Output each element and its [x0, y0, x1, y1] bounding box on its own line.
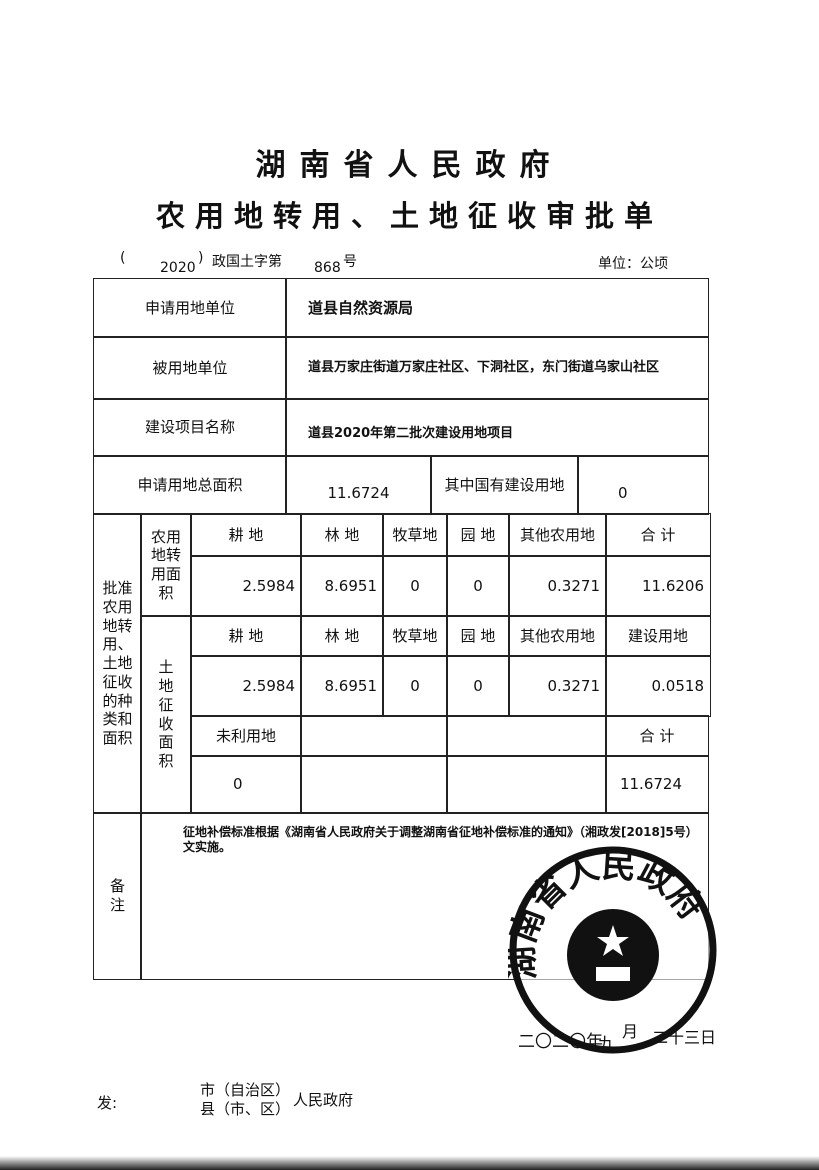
- expropriation-header-cell: 建设用地: [605, 615, 711, 657]
- expropriation-header-cell: 耕 地: [190, 615, 302, 657]
- official-seal: 湖南省人民政府: [508, 845, 717, 1054]
- expropriation-value-cell: 0: [446, 655, 510, 717]
- close-paren: ): [198, 250, 204, 266]
- empty-cell: [300, 755, 448, 814]
- date-month-num: 九: [598, 1035, 615, 1055]
- expropriation-header-cell: 园 地: [446, 615, 510, 657]
- applicant-label: 申请用地单位: [93, 278, 287, 338]
- doc-number-value: 868: [314, 260, 341, 276]
- remarks-label: 备 注: [93, 812, 142, 980]
- remarks-text: 征地补偿标准根据《湖南省人民政府关于调整湖南省征地补偿标准的通知》（湘政发[20…: [140, 812, 709, 980]
- conversion-value-cell: 2.5984: [190, 555, 302, 617]
- date-year: 二〇二〇年: [518, 1032, 603, 1052]
- conversion-header-cell: 林 地: [300, 513, 384, 557]
- conversion-value-cell: 11.6206: [605, 555, 711, 617]
- expropriation-header-cell: 牧草地: [382, 615, 448, 657]
- conversion-label: 农用地转用面积: [140, 513, 192, 617]
- open-paren: (: [120, 250, 126, 266]
- gate-icon: [596, 967, 630, 981]
- state-owned-value: 0: [577, 455, 709, 515]
- conversion-value-cell: 0.3271: [508, 555, 607, 617]
- total-area-label: 申请用地总面积: [93, 455, 287, 515]
- conversion-header-cell: 其他农用地: [508, 513, 607, 557]
- issue-suffix: 人民政府: [293, 1091, 354, 1109]
- project-label: 建设项目名称: [93, 398, 287, 457]
- scan-edge: [0, 1156, 819, 1170]
- date-month: 月: [622, 1022, 639, 1041]
- empty-cell: [446, 755, 607, 814]
- conversion-header-cell: 耕 地: [190, 513, 302, 557]
- title-line-1: 湖南省人民政府: [255, 148, 564, 183]
- title-line-2: 农用地转用、土地征收审批单: [155, 199, 663, 233]
- date-day: 二十三日: [652, 1028, 717, 1047]
- total-label: 合 计: [605, 715, 709, 757]
- conversion-value-cell: 0: [446, 555, 510, 617]
- project-value: 道县2020年第二批次建设用地项目: [285, 398, 709, 457]
- expropriation-header-cell: 其他农用地: [508, 615, 607, 657]
- expropriation-value-cell: 0.0518: [605, 655, 711, 717]
- expropriation-value-cell: 0: [382, 655, 448, 717]
- doc-prefix: 政国土字第: [212, 254, 282, 270]
- total-area-value: 11.6724: [285, 455, 432, 515]
- national-emblem-icon: [567, 909, 659, 1001]
- expropriation-header-cell: 林 地: [300, 615, 384, 657]
- conversion-value-cell: 8.6951: [300, 555, 384, 617]
- expropriation-value-cell: 0.3271: [508, 655, 607, 717]
- conversion-header-cell: 合 计: [605, 513, 711, 557]
- issue-label: 发:: [97, 1094, 118, 1112]
- conversion-value-cell: 0: [382, 555, 448, 617]
- empty-cell: [300, 715, 448, 757]
- applicant-value: 道县自然资源局: [285, 278, 709, 338]
- star-icon: [597, 925, 629, 956]
- expropriation-label: 土地征收面积: [140, 615, 192, 814]
- issue-line-2: 县（市、区）: [200, 1100, 291, 1118]
- unused-label: 未利用地: [190, 715, 302, 757]
- approval-section-label: 批准农用地转用、土地征收的种类和面积: [93, 513, 142, 814]
- conversion-header-cell: 园 地: [446, 513, 510, 557]
- issue-line-1: 市（自治区）: [200, 1081, 291, 1099]
- empty-cell: [446, 715, 607, 757]
- unused-value: 0: [190, 755, 302, 814]
- land-owner-value: 道县万家庄街道万家庄社区、下洞社区，东门街道乌家山社区: [285, 336, 709, 400]
- conversion-header-cell: 牧草地: [382, 513, 448, 557]
- total-value: 11.6724: [605, 755, 709, 814]
- doc-year: 2020: [160, 260, 196, 276]
- unit-label: 单位：公顷: [598, 256, 668, 272]
- expropriation-value-cell: 8.6951: [300, 655, 384, 717]
- state-owned-label: 其中国有建设用地: [430, 455, 579, 515]
- land-owner-label: 被用地单位: [93, 336, 287, 400]
- expropriation-value-cell: 2.5984: [190, 655, 302, 717]
- doc-suffix: 号: [343, 254, 357, 270]
